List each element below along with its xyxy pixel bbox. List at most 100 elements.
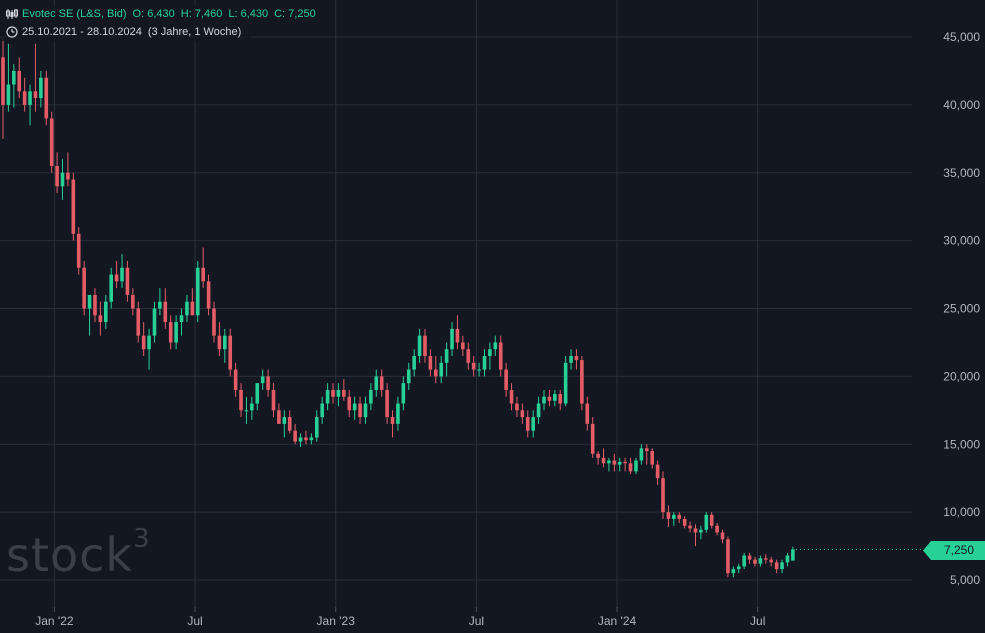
- candle: [580, 356, 584, 411]
- open-value: O: 6,430: [132, 8, 175, 20]
- candle: [120, 254, 124, 289]
- candle: [450, 322, 454, 357]
- candle: [282, 410, 287, 438]
- candle: [780, 559, 784, 574]
- x-tick-label: Jul: [469, 614, 484, 628]
- candle-body: [650, 451, 654, 465]
- candle-body: [558, 394, 563, 404]
- candle-body: [634, 460, 638, 472]
- candle: [531, 410, 535, 438]
- candle-body: [390, 417, 395, 424]
- candle: [709, 512, 714, 529]
- candle: [720, 529, 725, 544]
- candle: [390, 410, 395, 438]
- candle-body: [87, 294, 92, 309]
- candle: [693, 524, 698, 547]
- candle: [158, 288, 162, 316]
- candle-body: [542, 396, 546, 404]
- candle: [6, 43, 11, 112]
- candle: [379, 369, 384, 397]
- price-axis[interactable]: 5,000 10,000 15,000 20,000 25,000 30,000 35,00…: [943, 30, 980, 587]
- candle: [131, 288, 135, 316]
- candle: [22, 77, 27, 112]
- candle: [466, 342, 471, 370]
- candle: [471, 356, 476, 377]
- candle: [277, 403, 281, 424]
- candle-body: [76, 233, 81, 268]
- y-tick-label: 35,000: [943, 166, 980, 180]
- candle: [623, 457, 627, 472]
- candle: [747, 552, 752, 564]
- candle-body: [563, 362, 568, 404]
- clock-icon: [6, 26, 18, 38]
- y-tick-label: 15,000: [943, 437, 980, 451]
- candle-body: [293, 430, 297, 442]
- candle: [201, 247, 205, 289]
- candle-body: [212, 308, 216, 336]
- candle-body: [379, 376, 384, 390]
- candle-body: [103, 301, 108, 323]
- candle: [612, 453, 617, 472]
- candle-body: [639, 448, 644, 461]
- candle-body: [688, 525, 692, 529]
- candle-body: [401, 383, 406, 404]
- candle: [488, 342, 492, 370]
- candle: [753, 556, 757, 567]
- date-range-note: (3 Jahre, 1 Woche): [147, 26, 242, 38]
- candle: [250, 396, 254, 420]
- candle: [136, 301, 141, 343]
- candle: [49, 111, 54, 173]
- candle-body: [677, 514, 682, 519]
- candle: [774, 559, 779, 574]
- candle-body: [174, 322, 178, 343]
- time-axis[interactable]: Jan '22 Jul Jan '23 Jul Jan '24 Jul: [35, 607, 765, 628]
- candle: [212, 301, 216, 343]
- candle-body: [450, 328, 454, 350]
- low-value: L: 6,430: [228, 8, 269, 20]
- candle: [688, 521, 692, 533]
- candle-body: [547, 396, 552, 401]
- date-range: 25.10.2021 - 28.10.2024: [22, 26, 142, 38]
- candle: [498, 335, 503, 377]
- candle-body: [369, 389, 373, 404]
- candle: [239, 383, 243, 418]
- candle: [17, 57, 22, 99]
- candle-body: [152, 308, 157, 336]
- x-tick-label: Jul: [750, 614, 765, 628]
- candle-body: [477, 369, 481, 371]
- candle: [634, 457, 638, 475]
- y-tick-label: 30,000: [943, 234, 980, 248]
- candle-body: [320, 403, 324, 418]
- candle: [185, 294, 189, 323]
- close-value: C: 7,250: [274, 8, 316, 20]
- candle-body: [266, 376, 270, 390]
- candle: [385, 383, 389, 424]
- candle: [764, 554, 768, 564]
- candle: [1, 37, 5, 139]
- candle-body: [704, 514, 709, 530]
- candle: [109, 267, 113, 309]
- candle: [493, 335, 498, 357]
- y-tick-label: 40,000: [943, 98, 980, 112]
- candle: [358, 396, 362, 424]
- candle: [455, 315, 460, 350]
- candle: [163, 288, 168, 329]
- candle: [461, 335, 465, 357]
- candle-body: [206, 281, 211, 309]
- candle-body: [488, 349, 492, 357]
- date-range-legend: 25.10.2021 - 28.10.2024 (3 Jahre, 1 Woche…: [2, 23, 252, 41]
- candle: [585, 396, 590, 431]
- y-tick-label: 20,000: [943, 369, 980, 383]
- candle: [33, 43, 38, 112]
- last-price-badge: 7,250: [923, 540, 985, 561]
- x-tick-label: Jan '23: [317, 614, 356, 628]
- candle: [682, 516, 687, 529]
- candle: [791, 546, 795, 561]
- candle-body: [531, 417, 535, 431]
- stock3-logo: stock3: [6, 524, 151, 582]
- candle-body: [250, 403, 254, 411]
- candle: [103, 294, 108, 329]
- candle: [255, 383, 260, 411]
- candle: [314, 410, 319, 442]
